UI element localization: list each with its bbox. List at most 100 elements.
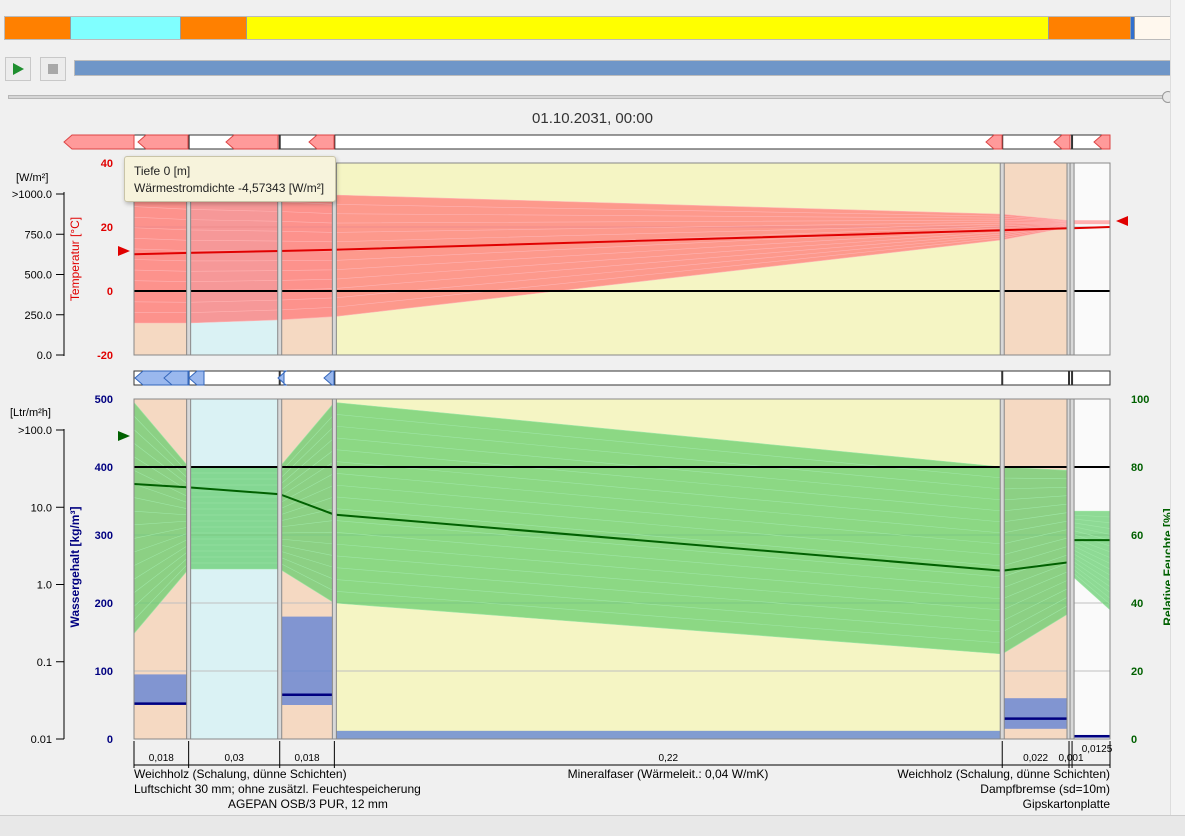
water-content-band bbox=[334, 730, 1003, 739]
humidity-tick-label: 40 bbox=[1131, 598, 1143, 610]
layer-label-inner-wood: Weichholz (Schalung, dünne Schichten) bbox=[897, 767, 1110, 781]
moist-strip-frame bbox=[133, 370, 1111, 386]
status-bar bbox=[0, 815, 1185, 836]
moisture-flux-tick-label: 0.01 bbox=[31, 734, 52, 746]
vertical-scrollbar[interactable] bbox=[1170, 0, 1185, 836]
heat-flux-arrow bbox=[63, 134, 135, 150]
temperature-tick-label: -20 bbox=[97, 350, 113, 362]
humidity-tick-label: 100 bbox=[1131, 394, 1149, 406]
heat-flux-arrow bbox=[985, 134, 1003, 150]
temp-layer-bg bbox=[1002, 163, 1070, 355]
progress-fill bbox=[75, 61, 1174, 75]
temp-layer-bg bbox=[1072, 163, 1110, 355]
timeline-segment[interactable] bbox=[247, 17, 1049, 39]
moisture-plot bbox=[133, 398, 1111, 740]
water-content-band bbox=[1002, 698, 1070, 729]
moisture-flux-arrow bbox=[323, 370, 335, 386]
water-content-tick-label: 100 bbox=[95, 666, 113, 678]
timeline-segment[interactable] bbox=[5, 17, 71, 39]
heat-flux-tick-label: >1000.0 bbox=[12, 189, 52, 201]
timeline-bar[interactable] bbox=[4, 16, 1179, 40]
dimension-label: 0,0125 bbox=[1082, 744, 1113, 755]
layer-boundary bbox=[186, 398, 192, 740]
heat-flux-tick-label: 750.0 bbox=[24, 229, 52, 241]
timestamp-label: 01.10.2031, 00:00 bbox=[532, 110, 653, 127]
dimension-label: 0,018 bbox=[149, 753, 174, 764]
heat-flux-arrow bbox=[1093, 134, 1111, 150]
moisture-plot-frame bbox=[133, 398, 1111, 740]
heat-flux-arrow bbox=[308, 134, 335, 150]
heat-flux-tick-label: 500.0 bbox=[24, 270, 52, 282]
heat-flux-tick-label: 0.0 bbox=[37, 350, 52, 362]
moisture-flux-arrow bbox=[163, 370, 189, 386]
stop-icon bbox=[48, 64, 58, 74]
water-content-band bbox=[134, 674, 189, 705]
layer-label-vapour-barrier: Dampfbremse (sd=10m) bbox=[980, 782, 1110, 796]
water-content-tick-label: 0 bbox=[107, 734, 113, 746]
timeline-segment[interactable] bbox=[181, 17, 247, 39]
timeline-segment[interactable] bbox=[1135, 17, 1178, 39]
moisture-layer-strip[interactable] bbox=[133, 370, 1111, 386]
heat-flux-tick-label: 250.0 bbox=[24, 310, 52, 322]
moisture-flux-tick-label: 10.0 bbox=[31, 502, 52, 514]
water-content-band bbox=[279, 616, 335, 705]
play-button[interactable] bbox=[5, 57, 31, 81]
timeline-segment[interactable] bbox=[1131, 17, 1135, 39]
inside-temp-marker bbox=[1116, 216, 1128, 226]
water-content-tick-label: 200 bbox=[95, 598, 113, 610]
tooltip: Tiefe 0 [m] Wärmestromdichte -4,57343 [W… bbox=[124, 156, 336, 202]
dimension-label: 0,001 bbox=[1059, 753, 1084, 764]
layer-boundary bbox=[1069, 398, 1075, 740]
temperature-tick-label: 0 bbox=[107, 286, 113, 298]
water-content-tick-label: 400 bbox=[95, 462, 113, 474]
tooltip-depth: Tiefe 0 [m] bbox=[134, 164, 191, 178]
layer-label-gypsum: Gipskartonplatte bbox=[1023, 797, 1111, 811]
outside-temp-marker bbox=[118, 246, 130, 256]
tooltip-heat-flux: Wärmestromdichte -4,57343 [W/m²] bbox=[134, 181, 325, 195]
water-content-axis-label: Wassergehalt [kg/m³] bbox=[68, 507, 82, 628]
humidity-tick-label: 80 bbox=[1131, 462, 1143, 474]
moisture-flux-unit: [Ltr/m²h] bbox=[10, 407, 51, 419]
dimension-label: 0,022 bbox=[1023, 753, 1048, 764]
moisture-flux-tick-label: 0.1 bbox=[37, 657, 52, 669]
moisture-flux-arrow bbox=[277, 370, 288, 386]
temperature-plot-frame bbox=[133, 162, 1111, 356]
water-content-tick-label: 300 bbox=[95, 530, 113, 542]
play-icon bbox=[13, 63, 24, 75]
temperature-tick-label: 20 bbox=[101, 222, 113, 234]
humidity-tick-label: 60 bbox=[1131, 530, 1143, 542]
temperature-envelope bbox=[134, 185, 1110, 323]
timeline-segment[interactable] bbox=[71, 17, 181, 39]
heat-flux-unit: [W/m²] bbox=[16, 172, 48, 184]
moisture-flux-tick-label: >100.0 bbox=[18, 425, 52, 437]
heat-flux-arrow bbox=[225, 134, 279, 150]
layer-boundary bbox=[277, 398, 283, 740]
heat-flux-arrow bbox=[137, 134, 189, 150]
temperature-layer-strip[interactable] bbox=[63, 134, 1111, 150]
layer-boundary bbox=[1069, 162, 1075, 356]
heat-flux-arrow bbox=[1053, 134, 1071, 150]
humidity-tick-label: 0 bbox=[1131, 734, 1137, 746]
layer-label-mineral-fiber: Mineralfaser (Wärmeleit.: 0,04 W/mK) bbox=[568, 767, 769, 781]
water-content-tick-label: 500 bbox=[95, 394, 113, 406]
layer-boundary bbox=[999, 162, 1005, 356]
dimension-label: 0,03 bbox=[224, 753, 244, 764]
layer-label-outer-wood: Weichholz (Schalung, dünne Schichten) bbox=[134, 767, 347, 781]
temperature-tick-label: 40 bbox=[101, 158, 113, 170]
dimension-label: 0,018 bbox=[295, 753, 320, 764]
outside-humidity-marker bbox=[118, 431, 130, 441]
progress-bar bbox=[74, 60, 1175, 76]
layer-boundary bbox=[331, 398, 337, 740]
moisture-flux-arrow bbox=[188, 370, 205, 386]
dimension-label: 0,22 bbox=[659, 753, 679, 764]
layer-label-air-layer: Luftschicht 30 mm; ohne zusätzl. Feuchte… bbox=[134, 782, 421, 796]
stop-button[interactable] bbox=[40, 57, 66, 81]
timeline-segment[interactable] bbox=[1049, 17, 1131, 39]
layer-boundary bbox=[999, 398, 1005, 740]
layer-label-osb: AGEPAN OSB/3 PUR, 12 mm bbox=[228, 797, 388, 811]
humidity-tick-label: 20 bbox=[1131, 666, 1143, 678]
temperature-axis-label: Temperatur [°C] bbox=[68, 217, 82, 301]
